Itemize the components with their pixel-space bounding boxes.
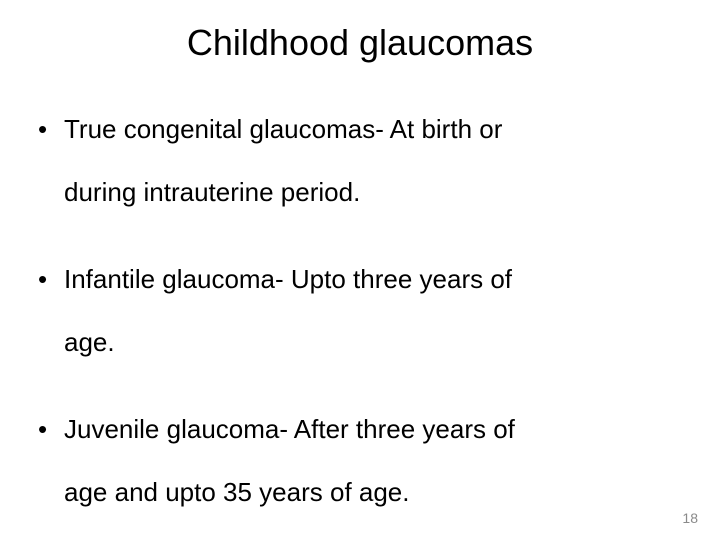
bullet-text-line: True congenital glaucomas- At birth or [64, 114, 502, 144]
list-item: Juvenile glaucoma- After three years of … [38, 412, 682, 510]
bullet-text-line: during intrauterine period. [64, 175, 682, 210]
list-item: Infantile glaucoma- Upto three years of … [38, 262, 682, 360]
slide: Childhood glaucomas True congenital glau… [0, 0, 720, 540]
bullet-list: True congenital glaucomas- At birth or d… [38, 112, 682, 511]
bullet-text-line: age and upto 35 years of age. [64, 475, 682, 510]
list-item: True congenital glaucomas- At birth or d… [38, 112, 682, 210]
slide-body: True congenital glaucomas- At birth or d… [38, 112, 682, 540]
bullet-text-line: age. [64, 325, 682, 360]
page-number: 18 [682, 510, 698, 526]
bullet-text-line: Juvenile glaucoma- After three years of [64, 414, 515, 444]
slide-title: Childhood glaucomas [0, 22, 720, 64]
bullet-text-line: Infantile glaucoma- Upto three years of [64, 264, 512, 294]
